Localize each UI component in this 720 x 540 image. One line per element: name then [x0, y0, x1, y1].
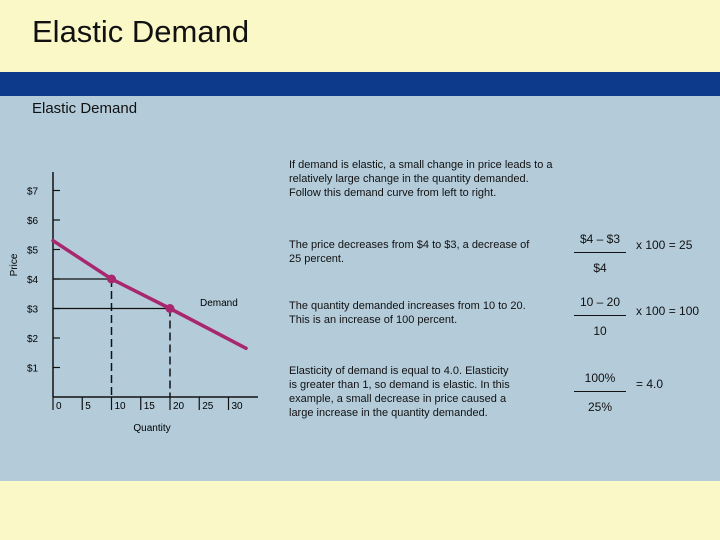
x-tick-label: 15: [144, 401, 156, 412]
header-band: [0, 72, 720, 96]
x-axis-label: Quantity: [133, 423, 170, 434]
y-tick-label: $4: [27, 275, 39, 286]
page-title: Elastic Demand: [32, 14, 250, 49]
quantity-denominator: 10: [593, 324, 607, 338]
x-tick-label: 0: [56, 401, 62, 412]
price-text: The price decreases from $4 to $3, a dec…: [289, 239, 530, 265]
series-label: Demand: [200, 298, 238, 309]
guide-lines: [53, 278, 171, 397]
x-tick-label: 5: [85, 401, 91, 412]
x-tick-label: 30: [232, 401, 244, 412]
price-numerator: $4 – $3: [574, 232, 626, 253]
quantity-numerator: 10 – 20: [574, 295, 626, 316]
x-ticks: 0 5 10 15 20 25 30: [52, 397, 244, 412]
y-ticks: $1 $2 $3 $4 $5 $6 $7: [27, 187, 60, 375]
elasticity-numerator: 100%: [574, 371, 626, 392]
y-tick-label: $6: [27, 216, 39, 227]
data-point: [165, 304, 175, 313]
y-tick-label: $1: [27, 364, 39, 375]
elasticity-text: Elasticity of demand is equal to 4.0. El…: [289, 365, 510, 419]
y-tick-label: $3: [27, 305, 39, 316]
chart-axes: [52, 172, 258, 398]
x-tick-label: 25: [202, 401, 214, 412]
y-axis-label: Price: [9, 253, 20, 276]
quantity-calc: 10 – 20 10: [574, 295, 626, 338]
x-tick-label: 20: [173, 401, 185, 412]
data-point: [107, 274, 116, 284]
price-result: x 100 = 25: [636, 238, 693, 252]
series-group: Demand: [51, 238, 248, 351]
section-title: Elastic Demand: [32, 100, 138, 117]
x-tick-label: 10: [115, 401, 127, 412]
elasticity-calc: 100% 25%: [574, 371, 626, 414]
quantity-text: The quantity demanded increases from 10 …: [289, 300, 526, 326]
price-calc: $4 – $3 $4: [574, 232, 626, 275]
y-tick-label: $7: [27, 187, 39, 198]
intro-text: If demand is elastic, a small change in …: [289, 159, 553, 199]
y-tick-label: $2: [27, 334, 39, 345]
elasticity-result: = 4.0: [636, 377, 664, 391]
quantity-result: x 100 = 100: [636, 304, 700, 318]
content-panel: [0, 96, 720, 481]
demand-line: [51, 238, 248, 351]
y-tick-label: $5: [27, 246, 39, 257]
price-denominator: $4: [593, 261, 607, 275]
elasticity-denominator: 25%: [587, 400, 613, 414]
